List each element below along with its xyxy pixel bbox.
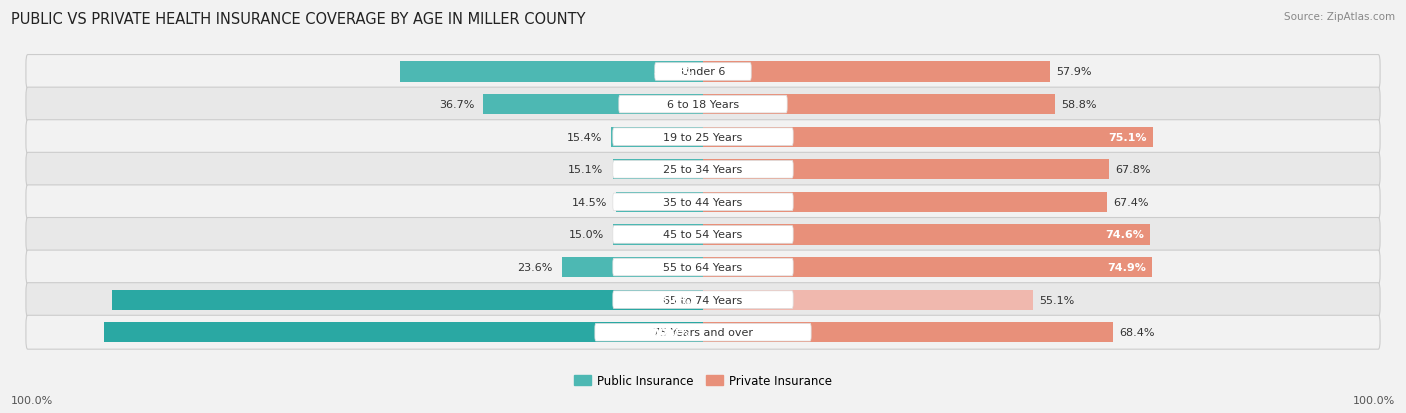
Text: 67.8%: 67.8% (1115, 165, 1150, 175)
Text: 55.1%: 55.1% (1039, 295, 1074, 305)
FancyBboxPatch shape (25, 218, 1381, 252)
Legend: Public Insurance, Private Insurance: Public Insurance, Private Insurance (569, 370, 837, 392)
Bar (703, 192, 1107, 212)
Bar (703, 322, 1112, 342)
Text: 36.7%: 36.7% (439, 100, 474, 110)
Bar (401, 62, 703, 83)
Bar (703, 290, 1033, 310)
Text: 23.6%: 23.6% (517, 262, 553, 273)
FancyBboxPatch shape (25, 316, 1381, 349)
FancyBboxPatch shape (613, 194, 793, 211)
FancyBboxPatch shape (25, 153, 1381, 187)
Bar (613, 160, 703, 180)
FancyBboxPatch shape (613, 259, 793, 276)
Bar (703, 62, 1050, 83)
Text: 35 to 44 Years: 35 to 44 Years (664, 197, 742, 207)
FancyBboxPatch shape (655, 64, 751, 81)
Bar (703, 160, 1109, 180)
Text: 65 to 74 Years: 65 to 74 Years (664, 295, 742, 305)
Bar (104, 322, 703, 342)
Bar (610, 127, 703, 147)
Text: 55 to 64 Years: 55 to 64 Years (664, 262, 742, 273)
Text: Under 6: Under 6 (681, 67, 725, 77)
Text: 15.1%: 15.1% (568, 165, 603, 175)
Bar (484, 95, 703, 115)
Text: 67.4%: 67.4% (1112, 197, 1149, 207)
Text: 75 Years and over: 75 Years and over (652, 328, 754, 337)
Text: 98.6%: 98.6% (652, 295, 690, 305)
FancyBboxPatch shape (613, 291, 793, 309)
Bar (616, 192, 703, 212)
Text: 6 to 18 Years: 6 to 18 Years (666, 100, 740, 110)
FancyBboxPatch shape (613, 161, 793, 179)
FancyBboxPatch shape (25, 283, 1381, 317)
FancyBboxPatch shape (25, 88, 1381, 122)
Text: 100.0%: 100.0% (11, 395, 53, 405)
Bar (703, 95, 1056, 115)
Bar (613, 225, 703, 245)
Bar (561, 257, 703, 278)
FancyBboxPatch shape (595, 324, 811, 341)
Text: 100.0%: 100.0% (1353, 395, 1395, 405)
Text: 57.9%: 57.9% (1056, 67, 1091, 77)
Text: Source: ZipAtlas.com: Source: ZipAtlas.com (1284, 12, 1395, 22)
Text: 14.5%: 14.5% (572, 197, 607, 207)
Text: 100.0%: 100.0% (645, 328, 690, 337)
Text: 50.5%: 50.5% (652, 67, 690, 77)
Text: PUBLIC VS PRIVATE HEALTH INSURANCE COVERAGE BY AGE IN MILLER COUNTY: PUBLIC VS PRIVATE HEALTH INSURANCE COVER… (11, 12, 586, 27)
Text: 15.0%: 15.0% (569, 230, 605, 240)
Bar (703, 225, 1150, 245)
FancyBboxPatch shape (25, 121, 1381, 154)
Text: 68.4%: 68.4% (1119, 328, 1154, 337)
Text: 19 to 25 Years: 19 to 25 Years (664, 132, 742, 142)
FancyBboxPatch shape (613, 128, 793, 146)
Text: 58.8%: 58.8% (1062, 100, 1097, 110)
FancyBboxPatch shape (25, 251, 1381, 284)
FancyBboxPatch shape (613, 226, 793, 244)
Text: 25 to 34 Years: 25 to 34 Years (664, 165, 742, 175)
FancyBboxPatch shape (619, 96, 787, 114)
Bar (703, 127, 1153, 147)
FancyBboxPatch shape (25, 55, 1381, 89)
Text: 75.1%: 75.1% (1108, 132, 1147, 142)
FancyBboxPatch shape (25, 185, 1381, 219)
Text: 15.4%: 15.4% (567, 132, 602, 142)
Text: 74.9%: 74.9% (1107, 262, 1146, 273)
Bar (112, 290, 703, 310)
Bar (703, 257, 1152, 278)
Text: 45 to 54 Years: 45 to 54 Years (664, 230, 742, 240)
Text: 74.6%: 74.6% (1105, 230, 1144, 240)
